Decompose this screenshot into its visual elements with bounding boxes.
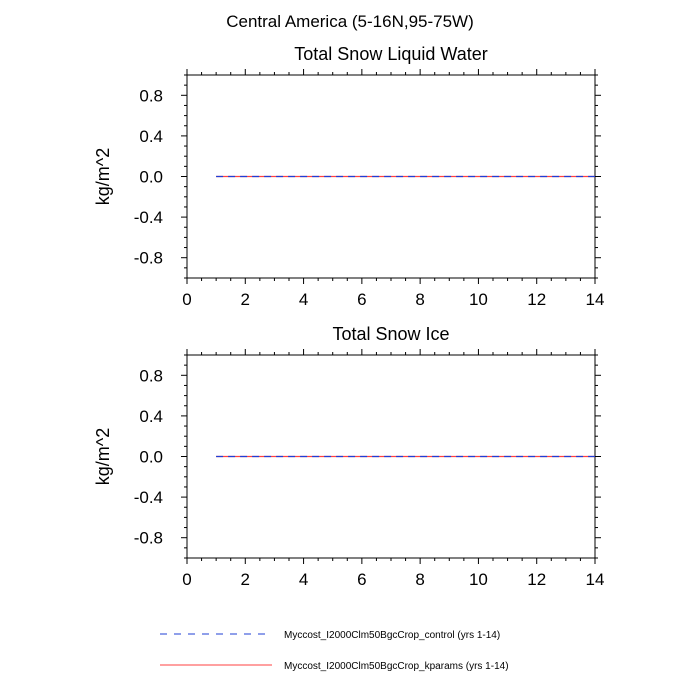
x-tick-label: 8 — [415, 290, 424, 309]
x-tick-label: 4 — [299, 570, 308, 589]
x-tick-label: 10 — [469, 290, 488, 309]
y-tick-label: 0.8 — [139, 86, 163, 105]
y-tick-label: 0.0 — [139, 448, 163, 467]
legend-entry-2: Myccost_I2000Clm50BgcCrop_kparams (yrs 1… — [160, 661, 509, 672]
chart-panel-1: Total Snow Liquid Water 0 2 4 6 8 10 12 14 0.8 0.4… — [93, 44, 604, 309]
panel-title: Total Snow Ice — [332, 324, 449, 344]
x-tick-label: 6 — [357, 570, 366, 589]
legend-entry-1: Myccost_I2000Clm50BgcCrop_control (yrs 1… — [160, 630, 500, 641]
x-tick-label: 14 — [586, 570, 605, 589]
y-tick-label: 0.4 — [139, 407, 163, 426]
chart-panel-2: Total Snow Ice 0 2 4 6 8 10 12 14 0.8 0.4 0.0 -0.4 -0… — [93, 324, 604, 589]
y-tick-label: 0.8 — [139, 366, 163, 385]
x-tick-label: 0 — [182, 290, 191, 309]
x-tick-label: 8 — [415, 570, 424, 589]
x-tick-label: 4 — [299, 290, 308, 309]
x-tick-label: 2 — [241, 570, 250, 589]
legend: Myccost_I2000Clm50BgcCrop_control (yrs 1… — [160, 630, 509, 672]
y-axis-label: kg/m^2 — [93, 148, 113, 205]
y-tick-label: 0.4 — [139, 127, 163, 146]
x-tick-label: 0 — [182, 570, 191, 589]
y-tick-label: 0.0 — [139, 168, 163, 187]
legend-label: Myccost_I2000Clm50BgcCrop_control (yrs 1… — [284, 630, 500, 641]
figure-suptitle: Central America (5-16N,95-75W) — [226, 12, 474, 31]
y-tick-label: -0.8 — [134, 249, 163, 268]
x-tick-label: 2 — [241, 290, 250, 309]
legend-label: Myccost_I2000Clm50BgcCrop_kparams (yrs 1… — [284, 661, 509, 672]
x-tick-label: 10 — [469, 570, 488, 589]
y-tick-label: -0.4 — [134, 208, 163, 227]
chart-panels: Total Snow Liquid Water 0 2 4 6 8 10 12 14 0.8 0.4… — [93, 44, 604, 589]
x-tick-label: 6 — [357, 290, 366, 309]
y-tick-label: -0.4 — [134, 488, 163, 507]
x-tick-label: 12 — [527, 290, 546, 309]
panel-title: Total Snow Liquid Water — [294, 44, 487, 64]
y-axis-label: kg/m^2 — [93, 428, 113, 485]
x-tick-label: 12 — [527, 570, 546, 589]
x-tick-label: 14 — [586, 290, 605, 309]
y-tick-label: -0.8 — [134, 529, 163, 548]
